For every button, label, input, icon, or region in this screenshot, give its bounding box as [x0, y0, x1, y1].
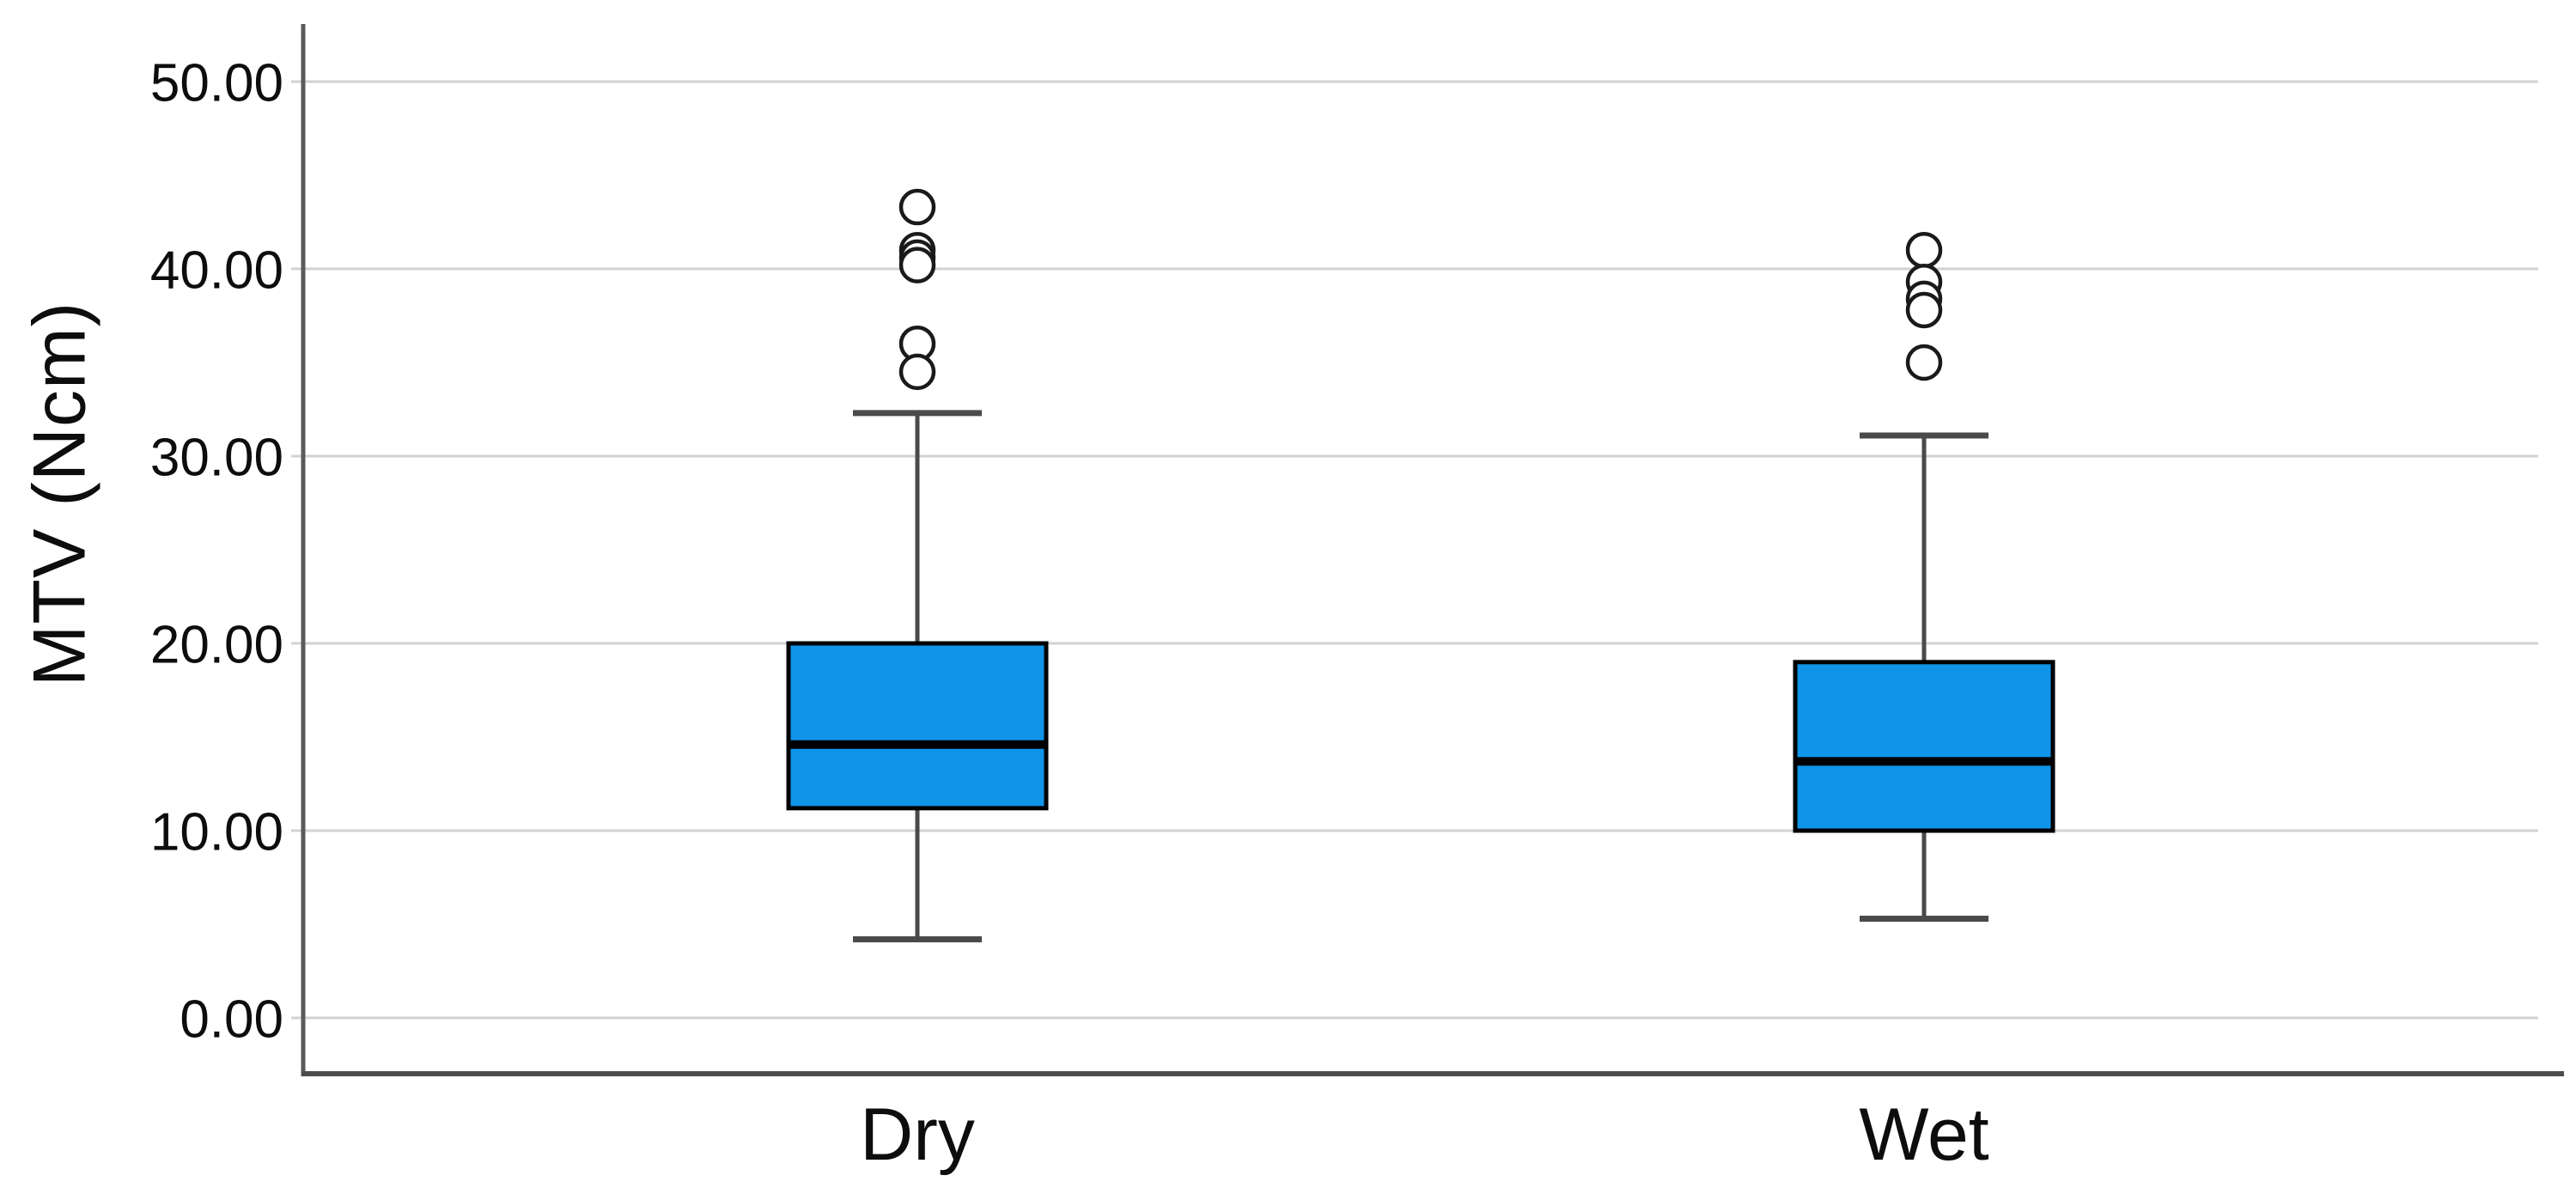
outlier-point-wet — [1905, 291, 1943, 329]
outlier-point-wet — [1905, 344, 1943, 381]
x-category-label-wet: Wet — [1859, 1093, 1988, 1176]
outlier-point-dry — [898, 188, 936, 226]
iqr-box-wet — [1793, 660, 2055, 833]
y-tick-label: 0.00 — [180, 990, 283, 1049]
y-tick-label: 10.00 — [150, 802, 283, 862]
outlier-point-dry — [898, 247, 936, 283]
y-tick-label: 20.00 — [150, 615, 283, 674]
y-axis-title: MTV (Ncm) — [18, 301, 101, 687]
y-tick-label: 40.00 — [150, 241, 283, 300]
outlier-point-dry — [898, 353, 936, 391]
y-tick-label: 30.00 — [150, 428, 283, 487]
iqr-box-dry — [786, 641, 1049, 811]
outlier-point-wet — [1905, 231, 1943, 269]
y-tick-label: 50.00 — [150, 53, 283, 113]
x-category-label-dry: Dry — [860, 1093, 975, 1176]
